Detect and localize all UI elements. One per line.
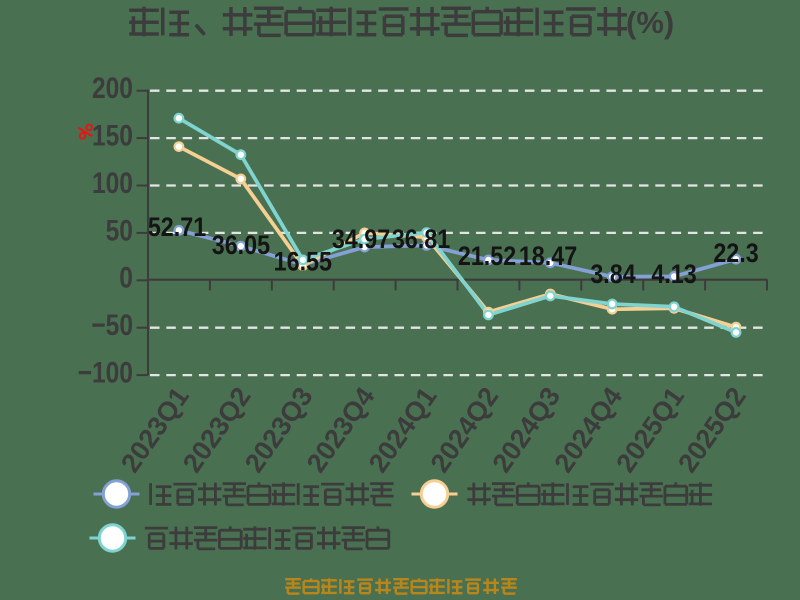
svg-text:0: 0 [119, 260, 133, 294]
svg-text:22.3: 22.3 [713, 239, 758, 269]
svg-text:36.05: 36.05 [212, 231, 270, 261]
svg-text:36.81: 36.81 [392, 225, 450, 255]
svg-text:150: 150 [92, 118, 133, 152]
svg-text:4.13: 4.13 [651, 260, 696, 290]
svg-text:−50: −50 [91, 308, 133, 342]
svg-text:52.71: 52.71 [148, 213, 206, 243]
svg-text:50: 50 [106, 213, 133, 247]
svg-text:18.47: 18.47 [519, 242, 577, 272]
svg-text:100: 100 [92, 166, 133, 200]
svg-text:34.97: 34.97 [332, 225, 390, 255]
svg-text:16.55: 16.55 [274, 247, 332, 277]
svg-text:200: 200 [92, 71, 133, 105]
svg-text:21.52: 21.52 [458, 242, 516, 272]
svg-text:(%): (%) [626, 5, 674, 40]
svg-text:−100: −100 [78, 355, 133, 389]
svg-text:3.84: 3.84 [590, 260, 635, 290]
